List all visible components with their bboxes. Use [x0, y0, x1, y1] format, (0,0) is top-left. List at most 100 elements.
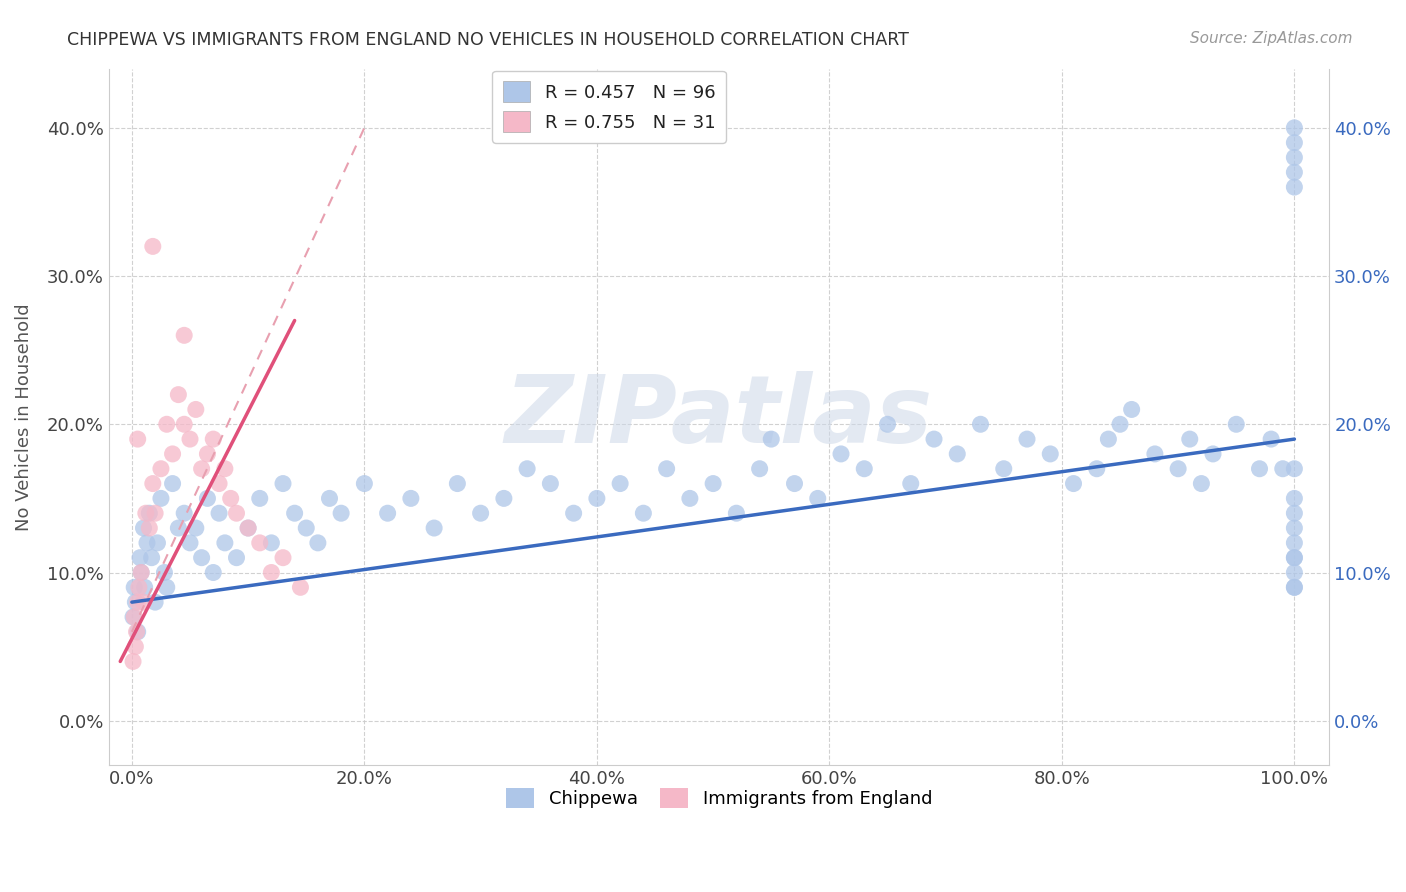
Point [1260, 432, 1282, 446]
Point [1271, 461, 1294, 475]
Point [129, 566, 152, 580]
Point [423, 521, 446, 535]
Point [1121, 402, 1143, 417]
Point [225, 550, 247, 565]
Point [446, 476, 468, 491]
Point [655, 461, 678, 475]
Point [1284, 136, 1306, 150]
Point [167, 387, 190, 401]
Point [208, 476, 231, 491]
Point [142, 239, 165, 253]
Point [236, 521, 259, 535]
Point [162, 447, 184, 461]
Point [969, 417, 991, 432]
Point [1015, 432, 1038, 446]
Point [562, 506, 585, 520]
Point [1284, 580, 1306, 594]
Point [295, 521, 318, 535]
Point [173, 417, 195, 432]
Point [1284, 506, 1306, 520]
Point [1249, 461, 1271, 475]
Point [1189, 476, 1212, 491]
Point [146, 536, 169, 550]
Point [141, 550, 163, 565]
Legend: Chippewa, Immigrants from England: Chippewa, Immigrants from England [498, 781, 939, 815]
Point [260, 536, 283, 550]
Point [807, 491, 830, 506]
Point [307, 536, 329, 550]
Text: ZIPatlas: ZIPatlas [505, 371, 934, 463]
Point [284, 506, 307, 520]
Point [399, 491, 422, 506]
Point [318, 491, 340, 506]
Point [249, 536, 271, 550]
Point [1284, 120, 1306, 135]
Point [586, 491, 609, 506]
Point [173, 506, 195, 520]
Point [153, 566, 176, 580]
Point [122, 580, 145, 594]
Point [271, 550, 294, 565]
Point [162, 476, 184, 491]
Point [702, 476, 724, 491]
Point [173, 328, 195, 343]
Point [1284, 165, 1306, 179]
Point [132, 595, 155, 609]
Point [1284, 180, 1306, 194]
Point [993, 461, 1015, 475]
Point [1178, 432, 1201, 446]
Point [156, 417, 179, 432]
Point [853, 461, 876, 475]
Point [149, 461, 172, 475]
Point [260, 566, 283, 580]
Point [138, 521, 160, 535]
Point [470, 506, 492, 520]
Point [167, 521, 190, 535]
Point [127, 595, 149, 609]
Point [1284, 550, 1306, 565]
Point [143, 595, 166, 609]
Point [946, 447, 969, 461]
Point [1167, 461, 1189, 475]
Point [236, 521, 259, 535]
Point [122, 610, 145, 624]
Point [1202, 447, 1225, 461]
Point [202, 432, 225, 446]
Point [135, 506, 157, 520]
Point [377, 506, 399, 520]
Point [900, 476, 922, 491]
Point [149, 491, 172, 506]
Point [214, 461, 236, 475]
Point [138, 506, 160, 520]
Point [179, 432, 201, 446]
Point [124, 640, 146, 654]
Point [516, 461, 538, 475]
Point [1143, 447, 1166, 461]
Point [127, 432, 149, 446]
Point [679, 491, 702, 506]
Point [129, 566, 152, 580]
Point [122, 610, 145, 624]
Point [1284, 521, 1306, 535]
Point [1109, 417, 1132, 432]
Point [1284, 491, 1306, 506]
Point [290, 580, 312, 594]
Point [124, 595, 146, 609]
Point [1225, 417, 1247, 432]
Point [136, 536, 159, 550]
Point [197, 447, 219, 461]
Point [1284, 580, 1306, 594]
Text: CHIPPEWA VS IMMIGRANTS FROM ENGLAND NO VEHICLES IN HOUSEHOLD CORRELATION CHART: CHIPPEWA VS IMMIGRANTS FROM ENGLAND NO V… [67, 31, 910, 49]
Point [330, 506, 353, 520]
Point [492, 491, 515, 506]
Point [1284, 151, 1306, 165]
Y-axis label: No Vehicles in Household: No Vehicles in Household [15, 303, 32, 531]
Point [142, 476, 165, 491]
Point [1284, 550, 1306, 565]
Point [179, 536, 201, 550]
Point [1039, 447, 1062, 461]
Point [1097, 432, 1119, 446]
Point [127, 624, 149, 639]
Point [249, 491, 271, 506]
Point [202, 566, 225, 580]
